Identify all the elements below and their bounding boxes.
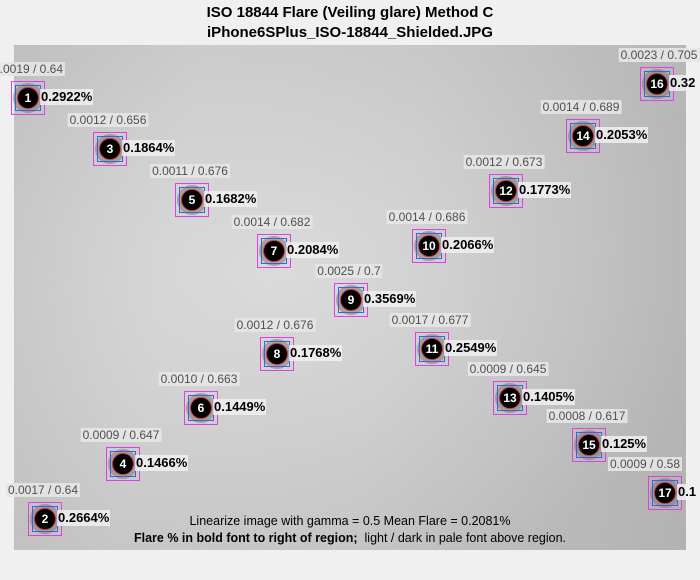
flare-value: 0.3569% [363, 291, 417, 307]
flare-value: 0.2066% [441, 237, 495, 253]
flare-value: 0.2922% [40, 89, 94, 105]
flare-value: 0.1864% [122, 140, 176, 156]
light-dark-value: 0.0017 / 0.677 [389, 313, 471, 327]
patch-number: 16 [646, 73, 668, 95]
patch-number: 6 [190, 397, 212, 419]
light-dark-value: 0.0012 / 0.673 [463, 155, 545, 169]
caption-gamma-mean-flare: Linearize image with gamma = 0.5 Mean Fl… [189, 514, 511, 528]
flare-value: 0.2053% [595, 127, 649, 143]
light-dark-value: 0.0012 / 0.656 [67, 113, 149, 127]
patch-number: 1 [17, 87, 39, 109]
light-dark-value: 0.0009 / 0.645 [467, 362, 549, 376]
patch-number: 11 [421, 338, 443, 360]
light-dark-value: 0.0009 / 0.58 [607, 457, 683, 471]
patch-number: 12 [495, 180, 517, 202]
patch-number: 14 [572, 125, 594, 147]
light-dark-value: 0.0017 / 0.64 [5, 483, 81, 497]
flare-value: 0.1768% [289, 345, 343, 361]
patch-number: 8 [266, 343, 288, 365]
patch-number: 2 [34, 508, 56, 530]
flare-value: 0.1466% [135, 455, 189, 471]
flare-value: 0.1405% [522, 389, 576, 405]
flare-value: 0.1682% [204, 191, 258, 207]
flare-value: 0.1449% [213, 399, 267, 415]
figure-subtitle: iPhone6SPlus_ISO-18844_Shielded.JPG [207, 24, 493, 41]
patch-number: 10 [418, 235, 440, 257]
caption-legend: Flare % in bold font to right of region;… [0, 530, 700, 546]
light-dark-value: 0.0023 / 0.705 [618, 48, 700, 62]
patch-number: 4 [112, 453, 134, 475]
flare-value: 0.2084% [286, 242, 340, 258]
caption-legend-bold: Flare % in bold font to right of region; [133, 531, 358, 545]
light-dark-value: 0.0008 / 0.617 [546, 409, 628, 423]
light-dark-value: 0.0014 / 0.682 [231, 215, 313, 229]
patch-number: 17 [654, 482, 676, 504]
figure-title: ISO 18844 Flare (Veiling glare) Method C [206, 4, 494, 21]
flare-value: 0.2664% [57, 510, 111, 526]
patch-number: 7 [263, 240, 285, 262]
light-dark-value: 0.0009 / 0.647 [80, 428, 162, 442]
flare-value: 0.1773% [518, 182, 572, 198]
light-dark-value: 0.0011 / 0.676 [150, 164, 230, 178]
flare-value: 0.2549% [444, 340, 498, 356]
flare-value: 0.1 [677, 484, 698, 500]
light-dark-value: 0.0010 / 0.663 [158, 372, 240, 386]
flare-value: 0.32 [669, 75, 697, 91]
flare-value: 0.125% [601, 436, 648, 452]
light-dark-value: 0.0014 / 0.689 [540, 100, 622, 114]
patch-number: 3 [99, 138, 121, 160]
patch-number: 15 [578, 434, 600, 456]
light-dark-value: 0.0014 / 0.686 [386, 210, 468, 224]
patch-number: 5 [181, 189, 203, 211]
light-dark-value: 0.0025 / 0.7 [315, 264, 383, 278]
patch-number: 13 [499, 387, 521, 409]
light-dark-value: 0.0012 / 0.676 [234, 318, 316, 332]
caption-legend-rest: light / dark in pale font above region. [357, 531, 567, 545]
light-dark-value: 0.0019 / 0.64 [0, 62, 66, 76]
patch-number: 9 [340, 289, 362, 311]
